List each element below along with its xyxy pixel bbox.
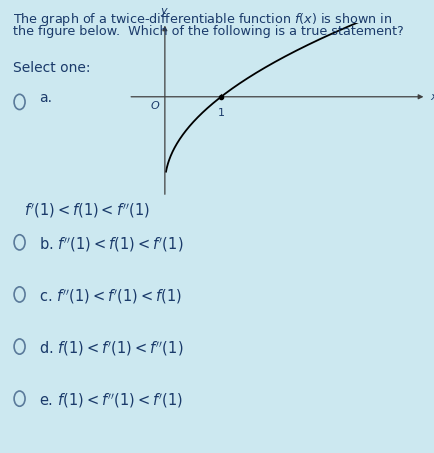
Text: d. $f(1) < f'(1) < f''(1)$: d. $f(1) < f'(1) < f''(1)$ — [39, 340, 183, 358]
Text: $x$: $x$ — [429, 92, 434, 102]
Text: Select one:: Select one: — [13, 61, 90, 75]
Text: $O$: $O$ — [149, 100, 160, 111]
Text: $f'(1) < f(1) < f''(1)$: $f'(1) < f(1) < f''(1)$ — [24, 202, 149, 220]
Text: e. $f(1) < f''(1) < f'(1)$: e. $f(1) < f''(1) < f'(1)$ — [39, 392, 183, 410]
Text: c. $f''(1) < f'(1) < f(1)$: c. $f''(1) < f'(1) < f(1)$ — [39, 288, 182, 306]
Text: the figure below.  Which of the following is a true statement?: the figure below. Which of the following… — [13, 25, 403, 38]
Text: 1: 1 — [217, 108, 224, 118]
Text: a.: a. — [39, 91, 52, 105]
Text: $y$: $y$ — [160, 6, 169, 18]
Text: b. $f''(1) < f(1) < f'(1)$: b. $f''(1) < f(1) < f'(1)$ — [39, 236, 183, 254]
Text: The graph of a twice-differentiable function $f(x)$ is shown in: The graph of a twice-differentiable func… — [13, 11, 391, 29]
